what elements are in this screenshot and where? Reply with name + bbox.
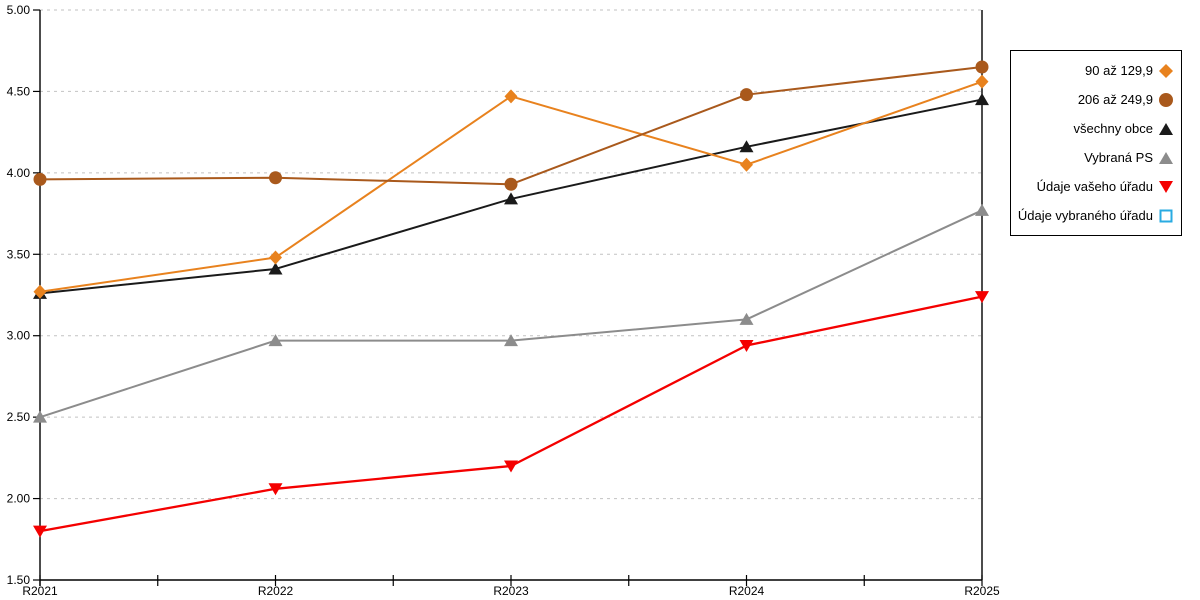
legend-label: 206 až 249,9 <box>1077 92 1153 107</box>
y-axis-label: 4.00 <box>7 166 31 180</box>
data-point-marker <box>975 291 989 304</box>
legend-item[interactable]: 90 až 129,9 <box>1015 59 1174 83</box>
data-point-marker <box>739 140 754 153</box>
x-axis-label: R2025 <box>964 584 1000 598</box>
data-point-marker <box>740 157 753 172</box>
data-point-marker <box>269 171 282 185</box>
x-axis-label: R2023 <box>493 584 529 598</box>
series-line <box>39 295 983 533</box>
data-point-marker <box>33 172 47 186</box>
data-point-marker <box>504 177 518 191</box>
data-point-marker <box>33 525 47 538</box>
square-shape <box>1159 209 1173 222</box>
series-line <box>39 66 983 186</box>
x-axis-label: R2021 <box>22 584 58 598</box>
square-outline-icon <box>1158 208 1174 224</box>
legend-label: Údaje vybraného úřadu <box>1017 208 1153 223</box>
diamond-icon <box>1158 63 1174 79</box>
triangle-up-icon <box>1158 150 1174 166</box>
data-point-marker <box>33 410 47 423</box>
data-point-marker <box>268 262 283 275</box>
data-point-marker <box>33 284 47 299</box>
legend-item[interactable]: Údaje vašeho úřadu <box>1015 175 1174 199</box>
data-point-marker <box>740 88 753 102</box>
data-point-marker <box>504 192 518 205</box>
y-axis-label: 5.00 <box>7 3 31 17</box>
y-axis-label: 1.50 <box>7 573 31 587</box>
circle-shape <box>1159 92 1173 107</box>
legend-label: všechny obce <box>1073 121 1154 136</box>
legend-item[interactable]: 206 až 249,9 <box>1015 88 1174 112</box>
data-point-marker <box>504 460 518 473</box>
triangle-shape <box>1159 151 1173 164</box>
data-point-marker <box>739 312 754 325</box>
triangle-up-icon <box>1158 121 1174 137</box>
data-point-marker <box>975 60 989 74</box>
data-point-marker <box>975 93 989 106</box>
chart-legend: 90 až 129,9 206 až 249,9 všechny obce Vy… <box>1010 50 1182 236</box>
series-line <box>39 209 983 419</box>
y-axis-label: 4.50 <box>7 84 31 98</box>
triangle-down-shape <box>1159 180 1173 193</box>
circle-icon <box>1158 92 1174 108</box>
data-point-marker <box>739 339 754 352</box>
data-point-marker <box>975 203 989 216</box>
triangle-shape <box>1159 122 1173 135</box>
legend-label: Údaje vašeho úřadu <box>1036 179 1153 194</box>
legend-label: 90 až 129,9 <box>1085 63 1153 78</box>
data-point-marker <box>268 334 283 347</box>
y-axis-label: 2.50 <box>7 410 31 424</box>
legend-item[interactable]: všechny obce <box>1015 117 1174 141</box>
triangle-down-icon <box>1158 179 1174 195</box>
data-point-marker <box>504 334 518 347</box>
data-point-marker <box>975 74 989 89</box>
legend-item[interactable]: Vybraná PS <box>1015 146 1174 170</box>
y-axis-label: 3.50 <box>7 247 31 261</box>
data-point-marker <box>504 89 518 104</box>
y-axis-label: 3.00 <box>7 329 31 343</box>
data-point-marker <box>268 483 283 496</box>
x-axis-label: R2022 <box>258 584 294 598</box>
legend-label: Vybraná PS <box>1084 150 1153 165</box>
diamond-shape <box>1159 63 1173 78</box>
legend-item[interactable]: Údaje vybraného úřadu <box>1015 204 1174 228</box>
data-point-marker <box>269 250 282 265</box>
y-axis-label: 2.00 <box>7 492 31 506</box>
x-axis-label: R2024 <box>729 584 765 598</box>
